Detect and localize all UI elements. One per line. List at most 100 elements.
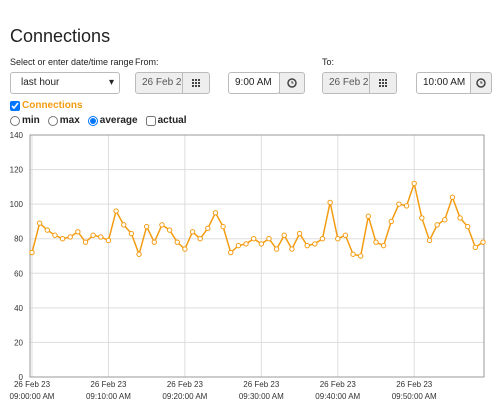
page-title: Connections: [10, 26, 111, 46]
data-point: [365, 213, 372, 219]
data-point: [388, 218, 394, 225]
range-select[interactable]: last hour ▾: [10, 72, 120, 94]
data-point: [457, 215, 463, 221]
data-point: [197, 236, 203, 242]
data-point: [228, 249, 234, 256]
actual-toggle[interactable]: actual: [145, 115, 187, 126]
from-clock[interactable]: [279, 72, 305, 94]
to-calendar[interactable]: [369, 72, 397, 94]
data-point: [36, 220, 43, 226]
data-point: [174, 239, 180, 245]
data-point: [380, 242, 387, 249]
x-tick-label: 09:30:00 AM: [239, 392, 284, 401]
data-point: [289, 246, 295, 252]
data-point: [472, 244, 479, 251]
y-tick-label: 100: [10, 200, 24, 209]
data-point: [296, 230, 303, 237]
data-point: [143, 223, 150, 230]
data-point: [243, 241, 249, 247]
x-tick-label: 26 Feb 23: [90, 380, 127, 389]
y-tick-label: 0: [19, 373, 24, 382]
data-point: [434, 222, 440, 228]
data-point: [189, 229, 196, 235]
data-point: [235, 242, 242, 249]
series-toggle[interactable]: Connections: [10, 100, 83, 111]
data-point: [403, 203, 410, 209]
x-tick-label: 09:10:00 AM: [86, 392, 131, 401]
clock-icon: [287, 78, 297, 88]
data-point: [465, 223, 471, 230]
radio-option-label: average: [99, 115, 138, 126]
data-point: [449, 194, 456, 200]
calendar-icon: [192, 79, 200, 87]
data-point: [44, 227, 50, 233]
x-tick-label: 26 Feb 23: [14, 380, 51, 389]
data-point: [59, 236, 66, 242]
y-tick-label: 20: [14, 338, 23, 347]
data-point: [480, 239, 486, 245]
data-point: [136, 251, 142, 257]
data-point: [128, 230, 135, 237]
range-label: Select or enter date/time range: [10, 57, 134, 67]
data-point: [357, 253, 364, 259]
data-point: [335, 236, 341, 242]
data-point: [442, 217, 448, 223]
x-tick-label: 09:40:00 AM: [315, 392, 360, 401]
select-arrow: ▾: [108, 77, 114, 88]
radio-option[interactable]: max: [47, 115, 80, 126]
data-point: [52, 232, 58, 238]
radio-option-input[interactable]: [87, 115, 98, 126]
x-tick-label: 09:50:00 AM: [392, 392, 437, 401]
data-point: [426, 237, 433, 244]
series-name: Connections: [22, 100, 83, 111]
from-time[interactable]: 9:00 AM: [228, 72, 280, 94]
y-tick-label: 40: [14, 304, 23, 313]
range-value: last hour: [21, 77, 60, 88]
radio-option-input[interactable]: [47, 115, 58, 126]
series-line: [31, 180, 484, 257]
from-calendar[interactable]: [182, 72, 210, 94]
data-point: [166, 227, 173, 233]
y-tick-label: 140: [10, 131, 24, 140]
radio-option-input[interactable]: [10, 115, 20, 126]
data-point: [411, 180, 417, 187]
radio-option[interactable]: min: [10, 115, 40, 126]
radio-option-label: max: [59, 115, 80, 126]
data-point: [273, 246, 280, 252]
data-point: [342, 232, 349, 238]
data-point: [327, 199, 333, 206]
to-label: To:: [322, 57, 335, 67]
y-tick-label: 60: [14, 269, 23, 278]
x-tick-label: 26 Feb 23: [243, 380, 280, 389]
data-point: [220, 223, 226, 230]
data-point: [350, 251, 356, 257]
data-point: [319, 236, 326, 242]
series-checkbox[interactable]: [10, 100, 20, 111]
data-point: [281, 232, 287, 238]
data-point: [304, 242, 310, 249]
y-tick-label: 120: [10, 166, 24, 175]
data-point: [67, 234, 73, 240]
data-point: [182, 246, 188, 252]
chart: 0 20 40 60 80 100 120 140 26 Feb 23 09:00:00 AM 26…: [10, 131, 486, 401]
data-point: [98, 234, 104, 240]
data-point: [250, 236, 257, 242]
x-tick-label: 26 Feb 23: [396, 380, 433, 389]
plot-frame: [29, 134, 485, 378]
aggregation-options: min max average actual: [10, 115, 187, 126]
to-time[interactable]: 10:00 AM: [416, 72, 472, 94]
data-point: [151, 239, 158, 245]
to-clock[interactable]: [470, 72, 492, 94]
data-point: [212, 210, 219, 216]
radio-option[interactable]: average: [87, 115, 138, 126]
data-point: [121, 222, 127, 228]
data-point: [373, 239, 379, 245]
data-point: [266, 236, 272, 242]
radio-option-label: min: [22, 115, 40, 126]
x-tick-label: 09:00:00 AM: [10, 392, 55, 401]
x-tick-label: 26 Feb 23: [167, 380, 204, 389]
data-point: [113, 208, 119, 214]
actual-toggle-input[interactable]: [145, 115, 156, 126]
to-date[interactable]: 26 Feb 23: [322, 72, 372, 94]
from-date[interactable]: 26 Feb 23: [135, 72, 185, 94]
